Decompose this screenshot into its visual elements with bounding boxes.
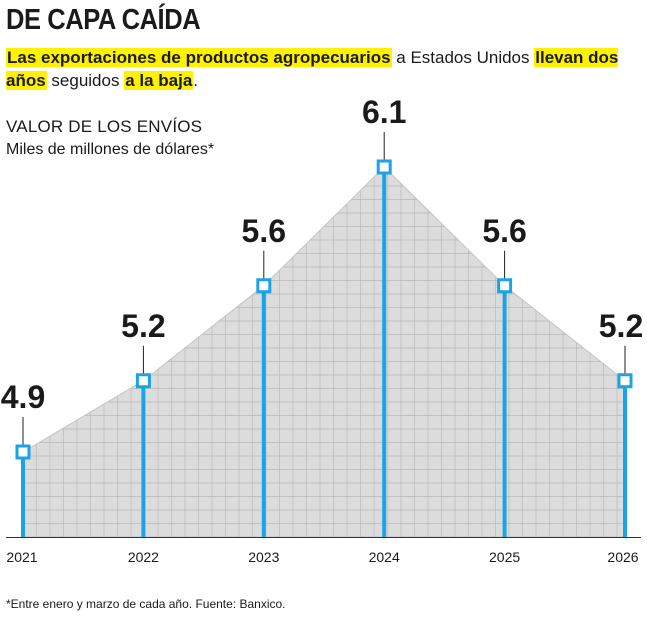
value-label: 5.2 (121, 308, 165, 344)
x-tick-label: 2025 (489, 549, 520, 565)
footnote: *Entre enero y marzo de cada año. Fuente… (6, 597, 286, 611)
subtitle-part: . (193, 71, 199, 90)
subtitle-part: Las exportaciones de productos agropecua… (6, 48, 392, 67)
value-marker (135, 373, 151, 389)
panel-title: VALOR DE LOS ENVÍOS (6, 117, 203, 136)
subtitle-part: seguidos (46, 71, 125, 90)
value-label: 5.6 (242, 213, 286, 249)
value-label: 5.6 (482, 213, 526, 249)
value-marker (15, 444, 31, 460)
area-outline (22, 166, 626, 453)
chart-subtitle: Las exportaciones de productos agropecua… (6, 46, 636, 92)
subtitle-part: a Estados Unidos (391, 48, 535, 67)
value-label: 5.2 (599, 308, 643, 344)
x-tick-label: 2021 (6, 549, 37, 565)
chart-title: DE CAPA CAÍDA (6, 4, 201, 36)
value-marker (256, 278, 272, 294)
x-tick-label: 2026 (607, 549, 638, 565)
x-tick-label: 2022 (128, 549, 159, 565)
value-marker (497, 278, 513, 294)
value-marker (376, 159, 392, 175)
value-label: 6.1 (362, 94, 406, 130)
x-tick-label: 2024 (369, 549, 400, 565)
x-tick-label: 2023 (248, 549, 279, 565)
value-marker (617, 373, 633, 389)
subtitle-part: a la baja (124, 71, 194, 90)
area-fill (23, 167, 625, 537)
panel-unit: Miles de millones de dólares* (6, 141, 215, 158)
value-label: 4.9 (1, 379, 45, 415)
